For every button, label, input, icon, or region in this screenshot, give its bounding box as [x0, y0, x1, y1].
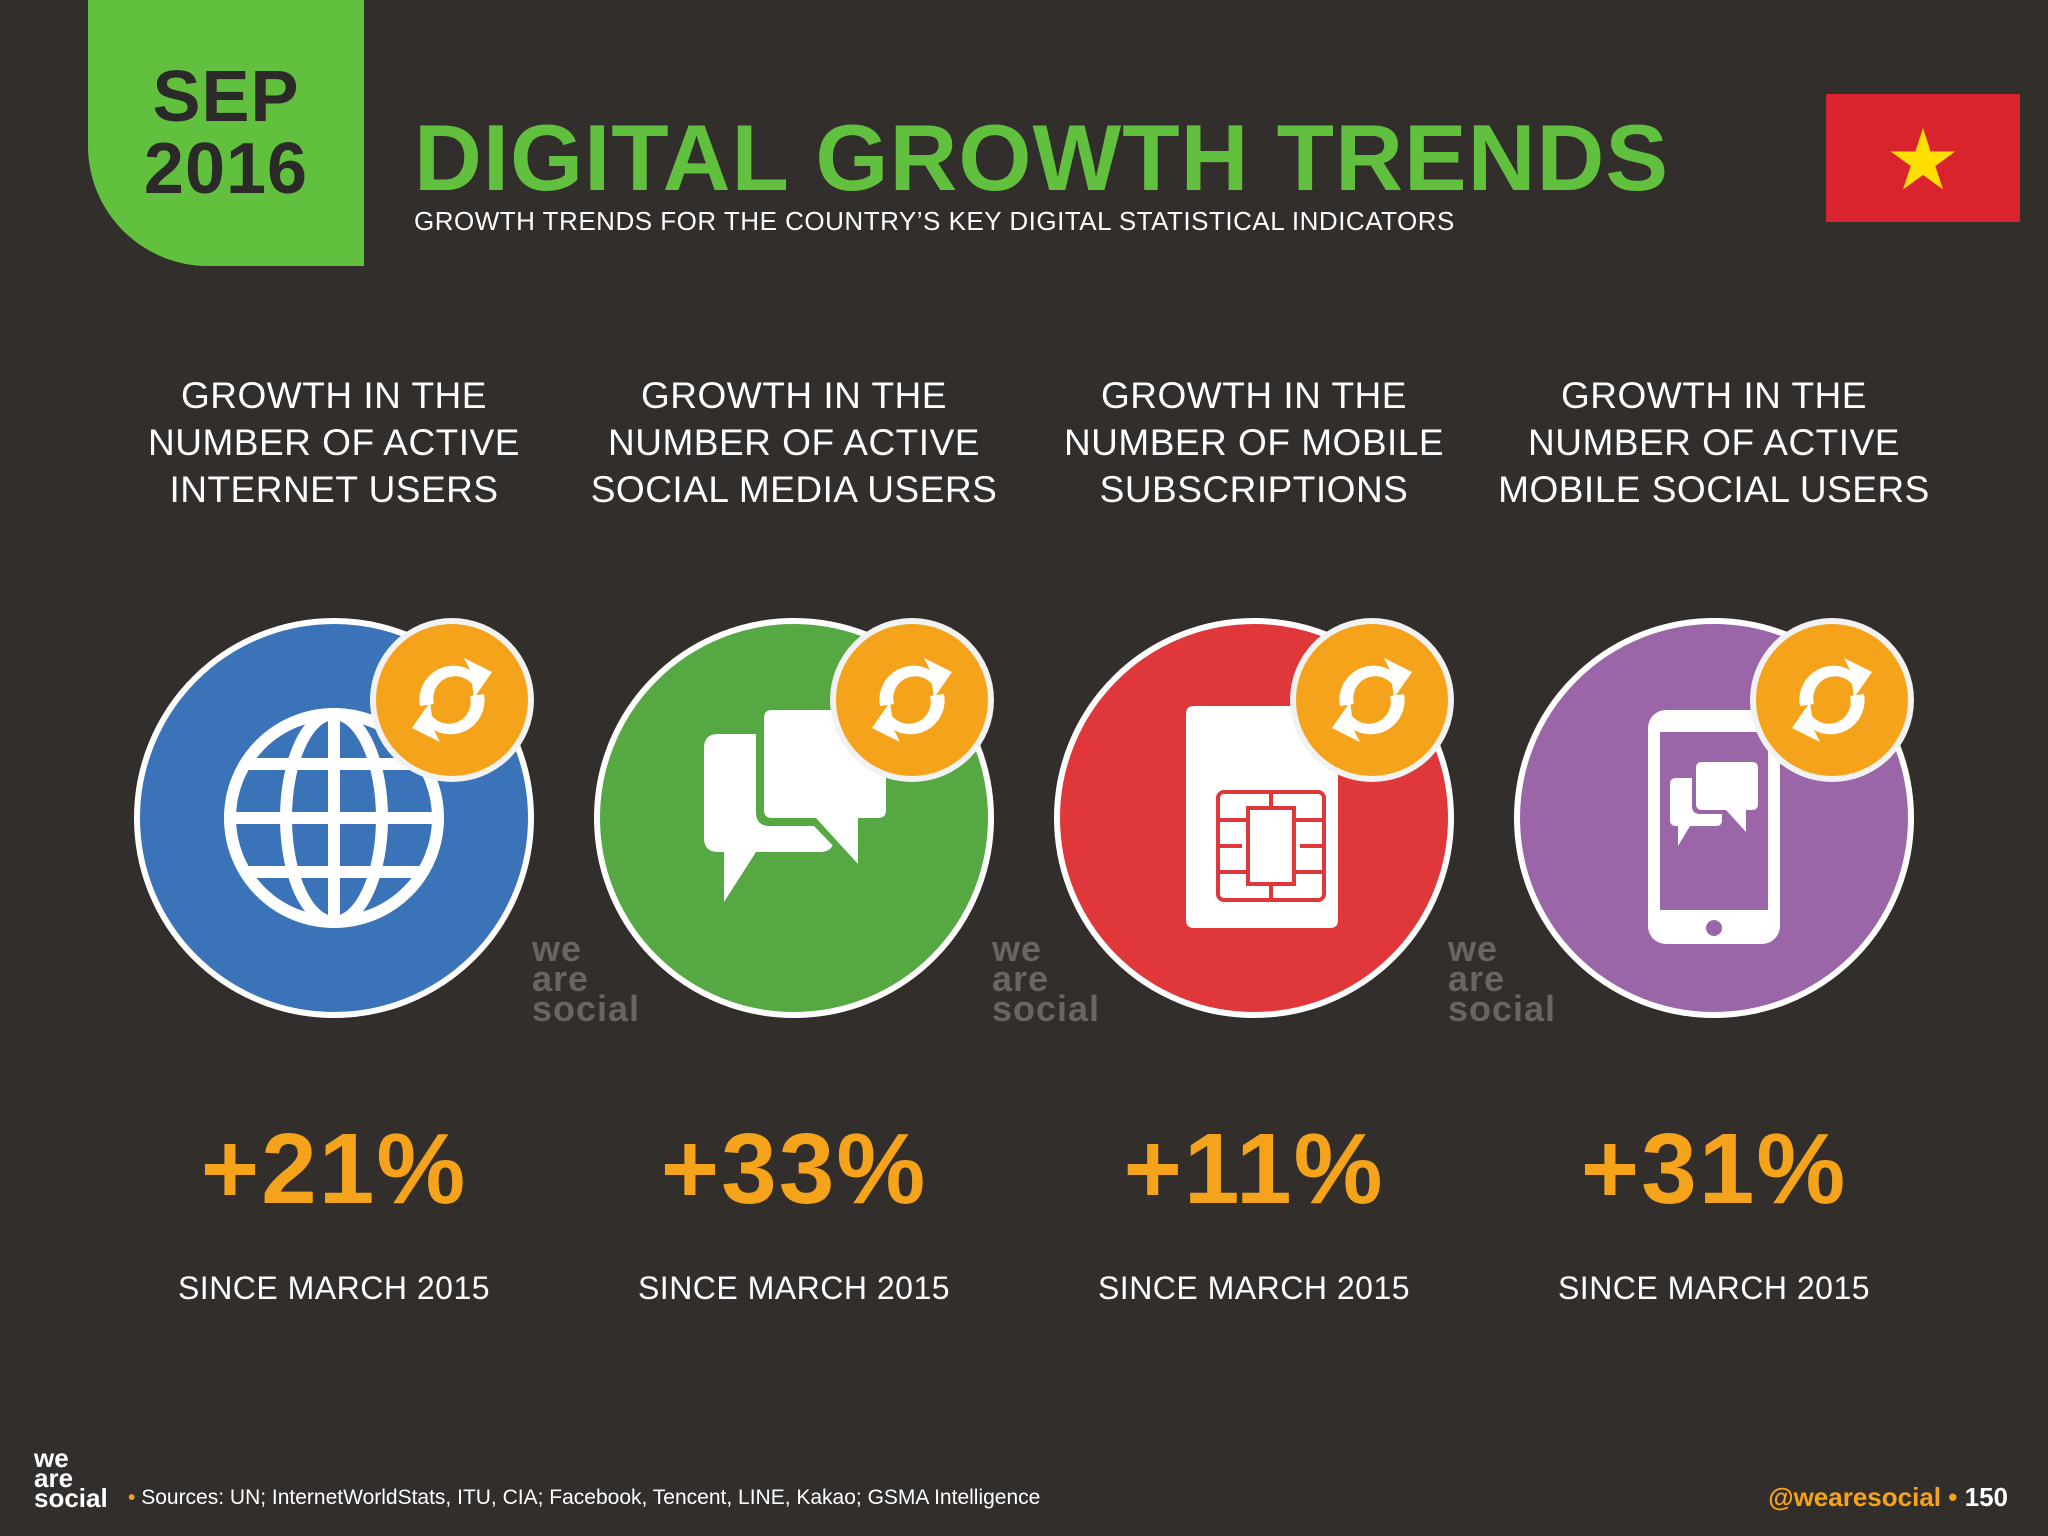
stat-card-internet-users: GROWTH IN THE NUMBER OF ACTIVE INTERNET … — [104, 372, 564, 1306]
growth-value: +31% — [1580, 1113, 1848, 1225]
heading-line: INTERNET USERS — [169, 469, 499, 510]
card-heading: GROWTH IN THE NUMBER OF ACTIVE SOCIAL ME… — [564, 372, 1024, 522]
watermark-logo: we are social — [532, 928, 641, 1029]
card-heading: GROWTH IN THE NUMBER OF MOBILE SUBSCRIPT… — [1024, 372, 1484, 522]
heading-line: NUMBER OF ACTIVE — [148, 422, 520, 463]
since-label: SINCE MARCH 2015 — [637, 1270, 951, 1306]
page-subtitle: GROWTH TRENDS FOR THE COUNTRY’S KEY DIGI… — [414, 206, 1455, 236]
heading-line: NUMBER OF ACTIVE — [608, 422, 980, 463]
heading-line: NUMBER OF MOBILE — [1063, 422, 1445, 463]
heading-line: GROWTH IN THE — [1561, 375, 1867, 416]
we-are-social-logo: we are social — [34, 1443, 108, 1513]
watermark-logo: we are social — [992, 928, 1101, 1029]
mobile-chat-icon — [1514, 618, 1914, 1018]
stat-card-mobile-subscriptions: GROWTH IN THE NUMBER OF MOBILE SUBSCRIPT… — [1024, 372, 1484, 1306]
heading-line: GROWTH IN THE — [1101, 375, 1407, 416]
since-label: SINCE MARCH 2015 — [1097, 1270, 1411, 1306]
sim-card-icon — [1054, 618, 1454, 1018]
stat-card-social-media-users: GROWTH IN THE NUMBER OF ACTIVE SOCIAL ME… — [564, 372, 1024, 1306]
globe-icon — [134, 618, 534, 1018]
growth-arrows-icon — [1290, 618, 1454, 782]
growth-value: +33% — [660, 1113, 928, 1225]
bullet: • — [128, 1486, 136, 1509]
card-heading: GROWTH IN THE NUMBER OF ACTIVE INTERNET … — [104, 372, 564, 522]
icon-circle — [1484, 618, 1944, 1038]
heading-line: SOCIAL MEDIA USERS — [590, 469, 998, 510]
bullet: • — [1948, 1482, 1958, 1512]
growth-value: +21% — [200, 1113, 468, 1225]
page-number: 150 — [1964, 1482, 2008, 1512]
heading-line: GROWTH IN THE — [641, 375, 947, 416]
heading-line: NUMBER OF ACTIVE — [1528, 422, 1900, 463]
growth-arrows-icon — [830, 618, 994, 782]
icon-circle — [1024, 618, 1484, 1038]
stat-card-mobile-social-users: GROWTH IN THE NUMBER OF ACTIVE MOBILE SO… — [1484, 372, 1944, 1306]
footer-right: @wearesocial • 150 — [1768, 1482, 2008, 1513]
social-handle: @wearesocial — [1768, 1482, 1942, 1512]
since-label: SINCE MARCH 2015 — [177, 1270, 491, 1306]
date-month: SEP — [152, 57, 300, 137]
page-title: DIGITAL GROWTH TRENDS — [414, 105, 1670, 210]
growth-value: +11% — [1123, 1113, 1385, 1225]
watermark-logo: we are social — [1448, 928, 1557, 1029]
heading-line: MOBILE SOCIAL USERS — [1498, 469, 1930, 510]
card-heading: GROWTH IN THE NUMBER OF ACTIVE MOBILE SO… — [1484, 372, 1944, 522]
sources-text: • Sources: UN; InternetWorldStats, ITU, … — [128, 1486, 1040, 1510]
icon-circle — [104, 618, 564, 1038]
icon-circle — [564, 618, 1024, 1038]
sources-label: Sources: UN; InternetWorldStats, ITU, CI… — [141, 1486, 1041, 1509]
growth-arrows-icon — [370, 618, 534, 782]
vietnam-flag-icon — [1826, 94, 2020, 222]
date-year: 2016 — [143, 129, 309, 209]
heading-line: GROWTH IN THE — [181, 375, 487, 416]
date-badge: SEP 2016 — [88, 0, 364, 266]
since-label: SINCE MARCH 2015 — [1557, 1270, 1871, 1306]
heading-line: SUBSCRIPTIONS — [1099, 469, 1409, 510]
growth-arrows-icon — [1750, 618, 1914, 782]
